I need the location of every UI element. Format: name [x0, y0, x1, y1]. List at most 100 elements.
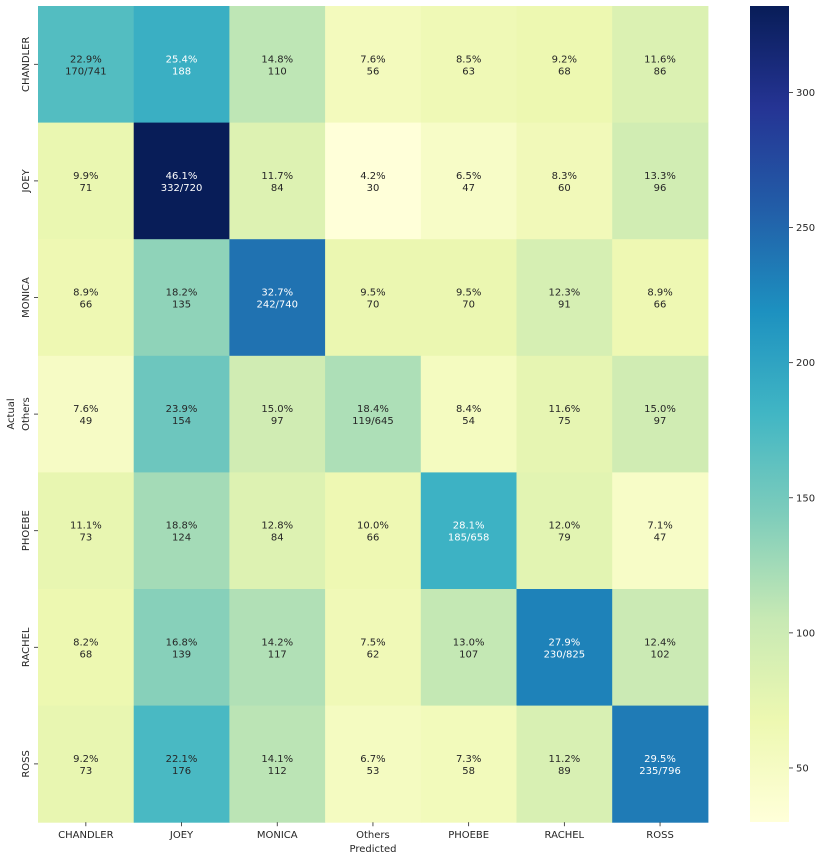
- y-tick-label: RACHEL: [21, 627, 32, 667]
- heatmap-cell: [612, 239, 709, 357]
- heatmap-cell: [612, 6, 709, 124]
- cell-percent-label: 7.5%: [360, 637, 385, 648]
- heatmap-cell: [38, 6, 135, 124]
- cell-count-label: 176: [172, 766, 191, 777]
- cell-count-label: 117: [268, 649, 287, 660]
- heatmap-cell: [325, 589, 422, 707]
- heatmap-cell: [420, 705, 517, 823]
- cell-percent-label: 14.8%: [261, 54, 293, 65]
- heatmap-cell: [612, 589, 709, 707]
- cell-percent-label: 7.1%: [647, 521, 672, 532]
- cell-count-label: 68: [558, 66, 571, 77]
- heatmap-cell: [420, 355, 517, 473]
- x-tick-label: MONICA: [257, 830, 298, 841]
- cell-count-label: 66: [79, 300, 92, 311]
- cell-count-label: 49: [79, 416, 92, 427]
- cell-count-label: 185/658: [448, 533, 490, 544]
- cell-count-label: 71: [79, 183, 92, 194]
- colorbar-tick-label: 250: [796, 223, 815, 234]
- cell-count-label: 139: [172, 649, 191, 660]
- cell-percent-label: 16.8%: [166, 637, 198, 648]
- x-axis-label: Predicted: [350, 844, 397, 855]
- heatmap-cell: [133, 472, 230, 590]
- cell-percent-label: 23.9%: [166, 404, 198, 415]
- cell-count-label: 332/720: [161, 183, 203, 194]
- cell-count-label: 188: [172, 66, 191, 77]
- cell-percent-label: 9.5%: [456, 288, 481, 299]
- cell-count-label: 75: [558, 416, 571, 427]
- cell-percent-label: 46.1%: [166, 171, 198, 182]
- heatmap-cell: [516, 122, 613, 240]
- cell-count-label: 70: [367, 300, 380, 311]
- heatmap-cell: [325, 122, 422, 240]
- cell-percent-label: 22.1%: [166, 754, 198, 765]
- cell-count-label: 89: [558, 766, 571, 777]
- cell-percent-label: 29.5%: [644, 754, 676, 765]
- cell-count-label: 230/825: [544, 649, 586, 660]
- cell-percent-label: 12.3%: [548, 288, 580, 299]
- cell-percent-label: 28.1%: [453, 521, 485, 532]
- cell-percent-label: 8.9%: [647, 288, 672, 299]
- cell-count-label: 73: [79, 533, 92, 544]
- cell-percent-label: 11.1%: [70, 521, 102, 532]
- cell-percent-label: 15.0%: [644, 404, 676, 415]
- heatmap-cell: [612, 472, 709, 590]
- cell-count-label: 96: [654, 183, 667, 194]
- cell-percent-label: 9.2%: [73, 754, 98, 765]
- heatmap-cell: [612, 122, 709, 240]
- cell-count-label: 54: [462, 416, 475, 427]
- cell-percent-label: 25.4%: [166, 54, 198, 65]
- cell-percent-label: 7.6%: [73, 404, 98, 415]
- heatmap-cell: [229, 589, 326, 707]
- cell-percent-label: 18.4%: [357, 404, 389, 415]
- cell-count-label: 97: [271, 416, 284, 427]
- heatmap-cell: [420, 239, 517, 357]
- cell-count-label: 66: [654, 300, 667, 311]
- heatmap-cell: [229, 122, 326, 240]
- x-tick-label: RACHEL: [545, 830, 585, 841]
- colorbar-ticks: 50 100 150 200 250 300: [789, 88, 815, 774]
- heatmap-cell: [133, 239, 230, 357]
- y-axis-label: Actual: [6, 398, 17, 429]
- cell-percent-label: 6.5%: [456, 171, 481, 182]
- heatmap-cell: [38, 589, 135, 707]
- cell-count-label: 91: [558, 300, 571, 311]
- cell-count-label: 47: [654, 533, 667, 544]
- cell-count-label: 47: [462, 183, 475, 194]
- cell-percent-label: 9.2%: [552, 54, 577, 65]
- y-tick-label: MONICA: [21, 277, 32, 318]
- y-tick-label: CHANDLER: [21, 37, 32, 92]
- heatmap-cell: [516, 589, 613, 707]
- y-tick-label: PHOEBE: [21, 510, 32, 551]
- heatmap-cell: [229, 6, 326, 124]
- heatmap-cell: [38, 705, 135, 823]
- cell-count-label: 235/796: [639, 766, 681, 777]
- cell-percent-label: 13.3%: [644, 171, 676, 182]
- cell-count-label: 112: [268, 766, 287, 777]
- heatmap-cell: [516, 355, 613, 473]
- x-tick-label: CHANDLER: [58, 830, 113, 841]
- cell-count-label: 86: [654, 66, 667, 77]
- cell-percent-label: 8.9%: [73, 288, 98, 299]
- cell-count-label: 62: [367, 649, 380, 660]
- cell-count-label: 107: [459, 649, 478, 660]
- cell-count-label: 102: [651, 649, 670, 660]
- heatmap-cell: [133, 589, 230, 707]
- cell-percent-label: 9.5%: [360, 288, 385, 299]
- heatmap-cell: [325, 6, 422, 124]
- cell-count-label: 73: [79, 766, 92, 777]
- colorbar-tick-label: 50: [796, 763, 809, 774]
- x-axis-ticks: CHANDLER JOEY MONICA Others PHOEBE RACHEL ROSS: [58, 822, 674, 841]
- heatmap-cell: [516, 6, 613, 124]
- heatmap-cell: [38, 355, 135, 473]
- x-tick-label: Others: [356, 830, 390, 841]
- cell-count-label: 154: [172, 416, 191, 427]
- cell-count-label: 53: [367, 766, 380, 777]
- cell-count-label: 119/645: [352, 416, 394, 427]
- cell-count-label: 84: [271, 183, 284, 194]
- cell-count-label: 60: [558, 183, 571, 194]
- cell-percent-label: 9.9%: [73, 171, 98, 182]
- heatmap-cell: [325, 472, 422, 590]
- heatmap-cell: [229, 705, 326, 823]
- heatmap-cell: [420, 122, 517, 240]
